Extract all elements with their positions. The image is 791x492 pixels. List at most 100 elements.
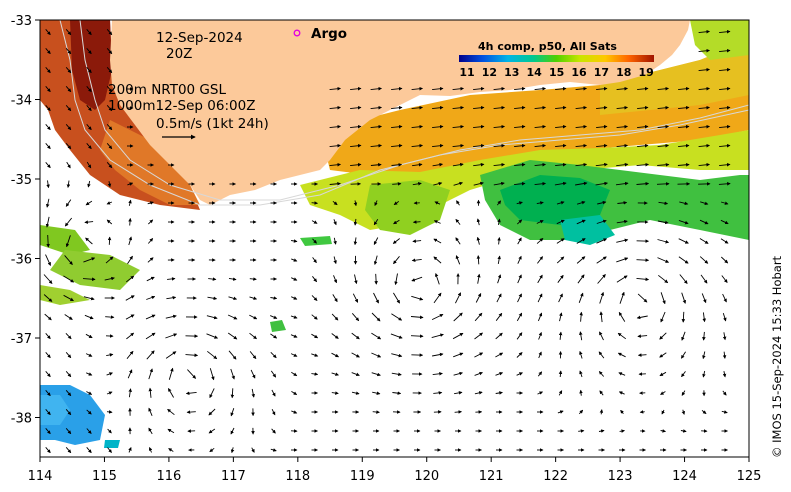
current-arrow [495,332,503,340]
current-arrow [45,143,51,150]
current-arrow [432,162,443,167]
current-arrow [616,238,629,243]
current-arrow [411,295,424,301]
current-arrow [45,29,51,36]
current-arrow [86,409,92,415]
current-arrow [290,315,298,319]
current-arrow [351,352,360,358]
current-arrow [474,312,483,322]
current-arrow [452,105,464,110]
current-arrow [45,162,51,169]
current-arrow [291,371,298,377]
current-arrow [473,143,485,148]
current-arrow [616,105,628,110]
current-arrow [165,314,177,319]
current-arrow [270,448,277,452]
x-tick-label: 115 [92,469,117,484]
current-arrow [659,332,667,340]
current-arrow [556,219,565,225]
current-arrow [65,105,72,112]
current-arrow [331,352,340,358]
current-arrow [720,201,729,205]
current-arrow [65,29,72,36]
current-arrow [351,391,360,395]
current-arrow [599,390,604,396]
current-arrow [556,201,565,205]
current-arrow [576,200,586,205]
current-arrow [536,220,544,224]
current-arrow [65,447,72,454]
current-arrow [474,332,483,340]
current-arrow [556,256,565,264]
current-arrow [411,143,423,148]
current-arrow [639,410,645,414]
current-arrow [271,428,276,434]
current-arrow [681,331,686,341]
current-arrow [657,162,670,167]
current-arrow [230,447,235,454]
current-arrow [477,273,481,284]
y-tick-label: -38 [11,412,32,427]
current-arrow [45,124,51,131]
current-arrow [412,239,422,243]
current-arrow [410,334,424,338]
current-arrow [720,256,729,264]
current-arrow [699,219,709,225]
current-arrow [617,332,627,340]
current-arrow [578,292,584,303]
current-arrow [393,201,400,205]
current-arrow [554,181,567,186]
current-arrow [373,255,378,265]
current-arrow [374,273,378,285]
current-arrow [722,390,727,396]
current-arrow [106,372,113,376]
current-arrow [617,352,626,358]
current-arrow [291,239,298,243]
current-arrow [350,105,362,110]
current-arrow [208,428,216,434]
current-arrow [86,428,92,434]
current-arrow [350,143,362,148]
current-arrow [493,105,505,110]
colorbar-gradient [459,55,654,62]
current-arrow [636,162,649,167]
current-arrow [661,409,665,415]
current-arrow [455,218,461,225]
current-arrow [619,291,625,304]
current-arrow [516,201,523,205]
current-arrow [452,86,464,91]
current-arrow [637,86,649,91]
current-arrow [209,368,215,381]
current-arrow [698,29,710,34]
current-arrow [516,332,523,340]
current-arrow [85,200,93,206]
current-arrow [168,387,174,398]
current-arrow [534,86,546,91]
current-arrow [64,255,73,266]
current-arrow [597,274,606,284]
current-arrow [722,293,727,303]
current-arrow [556,238,565,244]
current-arrow [329,86,341,91]
current-arrow [126,332,135,340]
current-arrow [558,390,563,396]
current-arrow [372,391,381,395]
current-arrow [65,390,72,397]
current-arrow [678,86,690,91]
current-arrow [579,311,583,322]
current-arrow [596,143,608,148]
current-arrow [106,201,113,205]
current-arrow [616,275,628,283]
current-arrow [575,181,588,186]
current-arrow [411,276,423,282]
current-arrow [354,274,358,285]
current-arrow [657,86,669,91]
current-arrow [186,410,196,414]
current-arrow [411,86,423,91]
current-arrow [391,86,403,91]
current-arrow [537,312,543,322]
current-arrow [411,258,422,263]
current-arrow [433,391,443,395]
current-arrow [371,332,382,340]
